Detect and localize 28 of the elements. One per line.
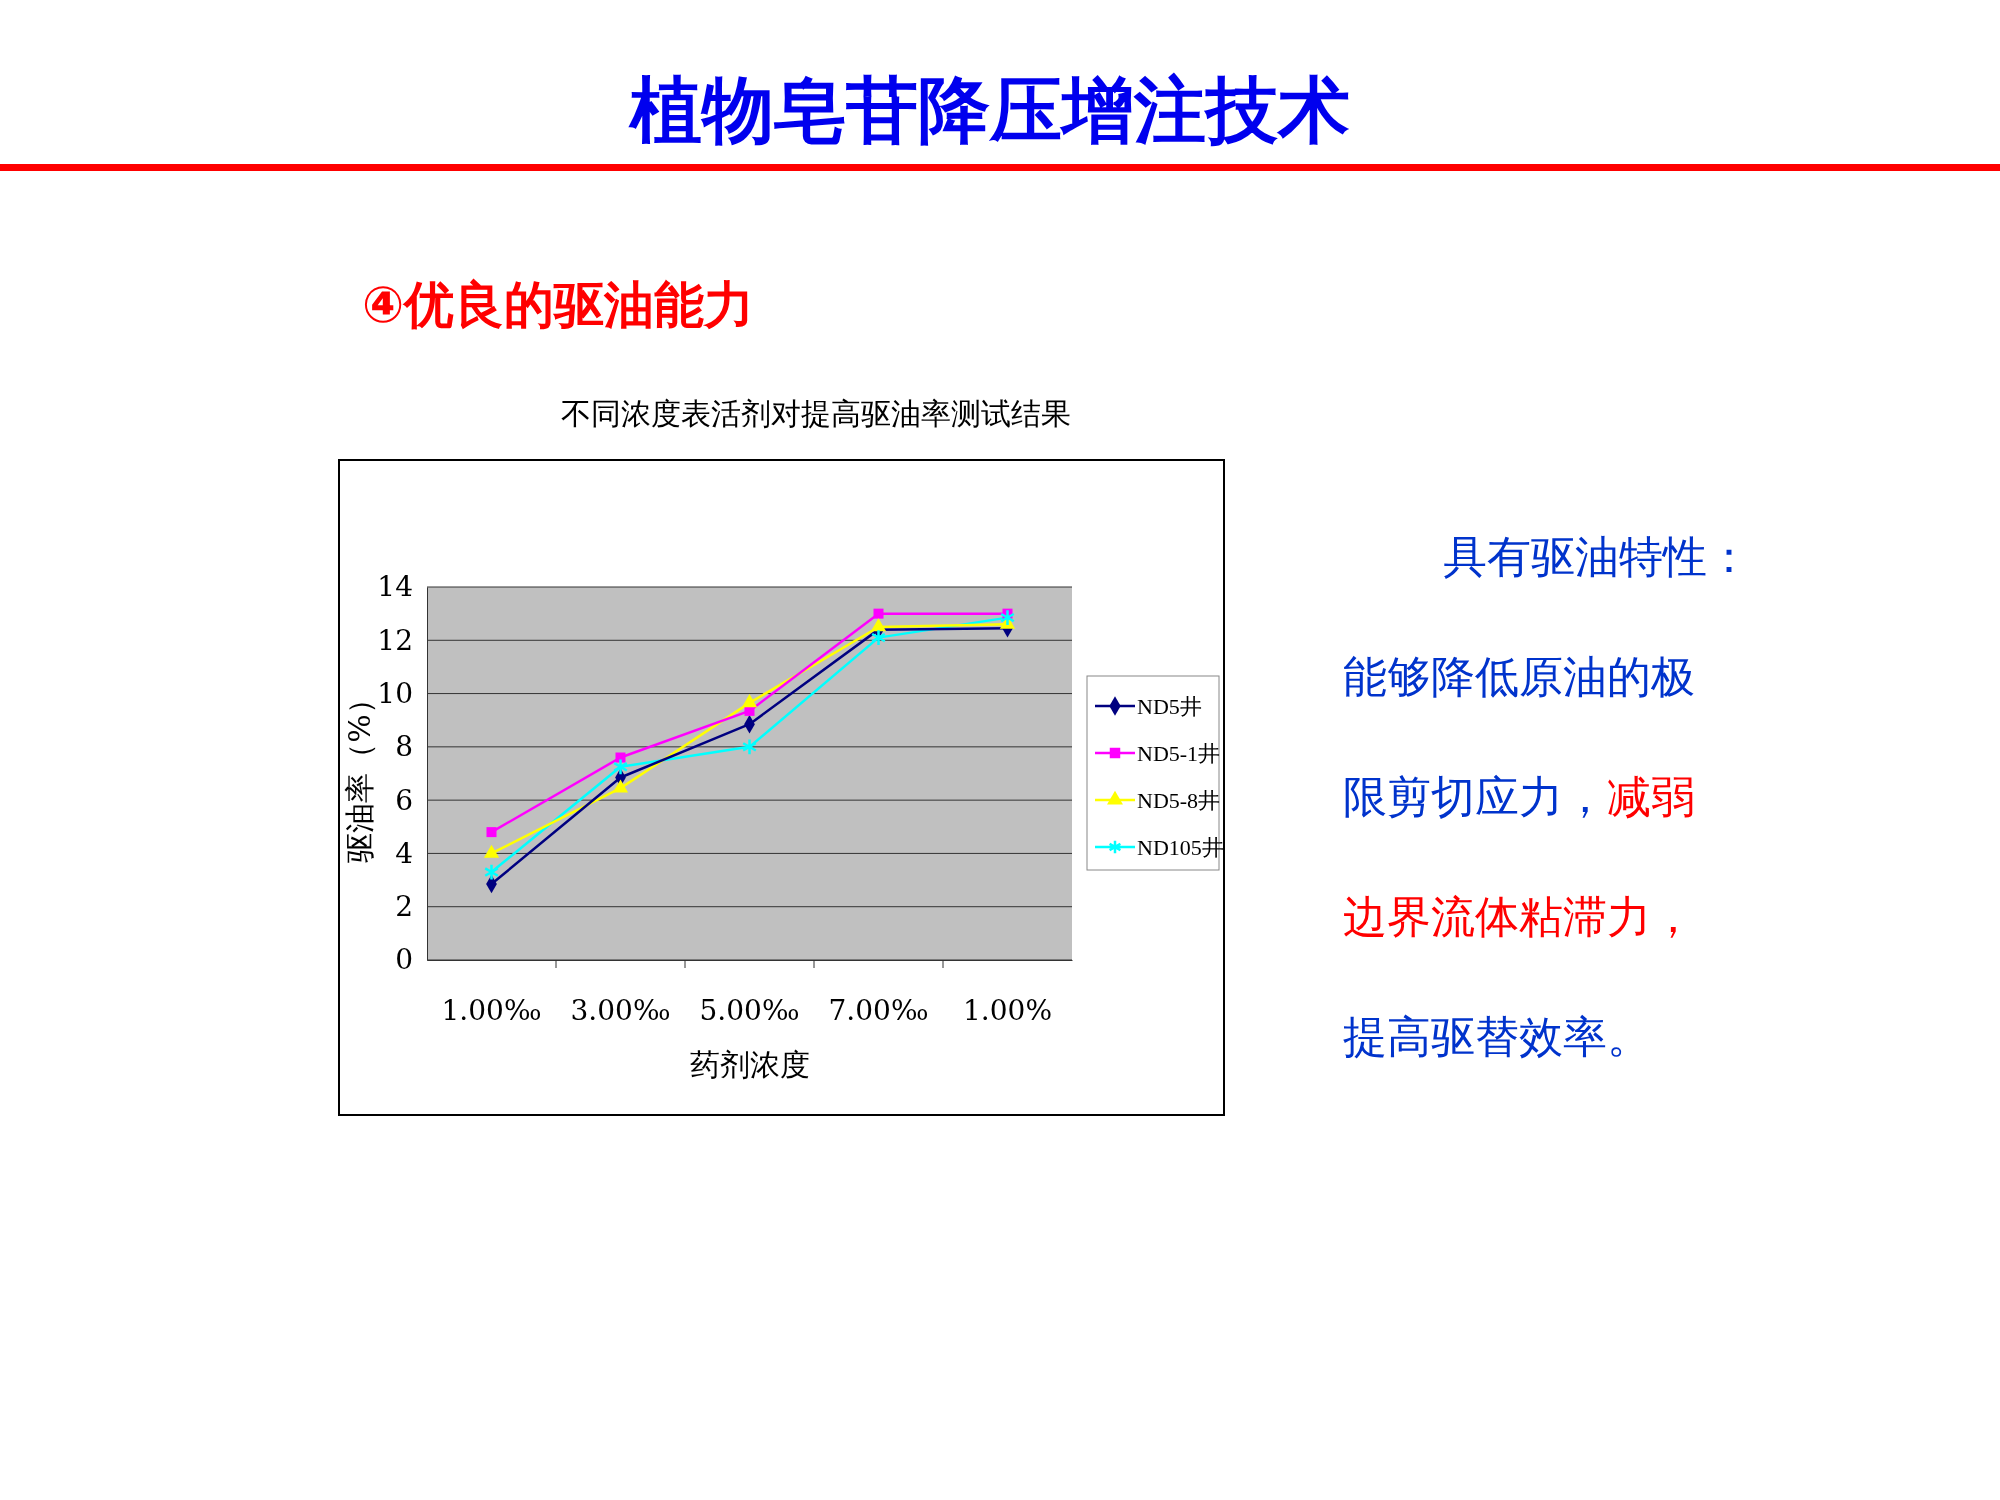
text: 具有驱油特性： bbox=[1443, 531, 1751, 582]
legend-label: ND5井 bbox=[1137, 694, 1202, 719]
x-tick-label: 1.00‰ bbox=[441, 993, 542, 1027]
legend-label: ND5-1井 bbox=[1137, 741, 1221, 766]
chart-title: 植物皂苷降压增注技术 bbox=[628, 68, 1350, 152]
text: 能够降低原油的极 bbox=[1343, 651, 1695, 702]
text: 减弱 bbox=[1607, 771, 1695, 822]
legend-label: ND105井 bbox=[1137, 835, 1224, 860]
text: 提高驱替效率。 bbox=[1343, 1011, 1651, 1062]
y-axis-title: 驱油率（%） bbox=[342, 684, 377, 863]
chart-subtitle: ④优良的驱油能力 bbox=[362, 276, 755, 334]
x-tick-label: 1.00% bbox=[963, 993, 1052, 1027]
y-tick-label: 14 bbox=[377, 570, 413, 604]
y-tick-label: 2 bbox=[395, 890, 413, 924]
text: 边界流体粘滞力， bbox=[1343, 891, 1695, 942]
text: 限剪切应力， bbox=[1343, 771, 1607, 822]
y-tick-label: 4 bbox=[395, 836, 413, 870]
x-tick-label: 7.00‰ bbox=[828, 993, 929, 1027]
x-tick-label: 3.00‰ bbox=[570, 993, 671, 1027]
text: 不同浓度表活剂对提高驱油率测试结果 bbox=[561, 396, 1071, 431]
legend-label: ND5-8井 bbox=[1137, 788, 1221, 813]
x-tick-label: 5.00‰ bbox=[699, 993, 800, 1027]
y-tick-label: 6 bbox=[395, 783, 413, 817]
y-tick-label: 8 bbox=[395, 730, 413, 764]
x-axis-title: 药剂浓度 bbox=[689, 1047, 810, 1082]
y-tick-label: 12 bbox=[377, 623, 413, 657]
y-tick-label: 0 bbox=[395, 943, 413, 977]
y-tick-label: 10 bbox=[377, 677, 413, 711]
